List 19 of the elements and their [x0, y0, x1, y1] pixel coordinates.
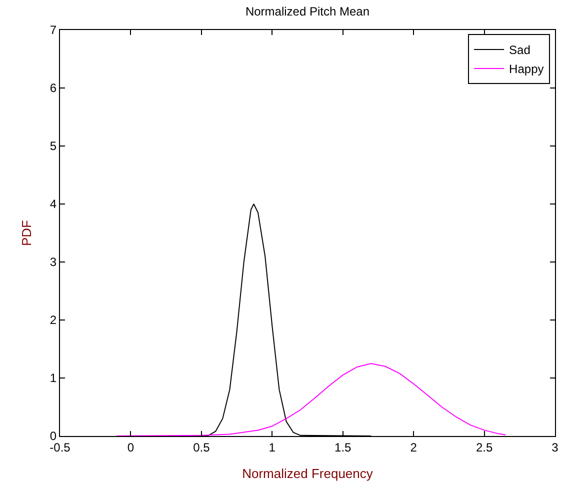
y-tick-label: 1: [50, 371, 57, 386]
x-axis-title: Normalized Frequency: [242, 466, 374, 481]
x-tick-label: 2: [410, 440, 418, 454]
x-tick-label: 1: [268, 440, 276, 454]
y-tick-label: 7: [50, 23, 57, 38]
y-tick-label: 5: [50, 139, 57, 154]
y-tick-label: 4: [50, 197, 57, 212]
x-tick-label: 0: [127, 440, 134, 454]
y-tick-label: 3: [50, 255, 57, 270]
x-tick-label: 1.5: [334, 440, 352, 454]
chart-title: Normalized Pitch Mean: [245, 4, 370, 19]
legend-label: Sad: [509, 43, 530, 58]
y-axis-title: PDF: [18, 220, 34, 246]
x-tick-label: 0.5: [193, 440, 210, 454]
y-tick-label: 2: [50, 313, 57, 328]
x-tick-label: 2.5: [476, 440, 493, 454]
legend-label: Happy: [509, 62, 544, 76]
y-tick-label: 6: [50, 81, 57, 96]
x-tick-label: 3: [552, 440, 559, 454]
